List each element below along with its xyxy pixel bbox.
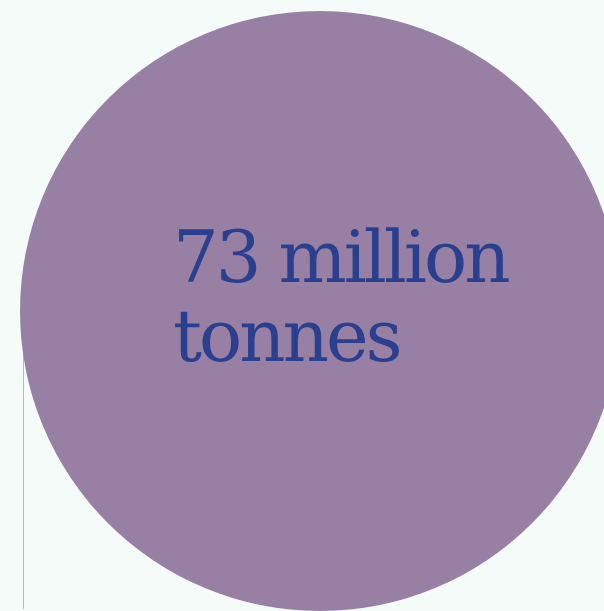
stat-value: 73 million tonnes bbox=[173, 215, 511, 378]
vertical-divider bbox=[23, 340, 24, 609]
stat-line-amount: 73 million bbox=[173, 215, 511, 299]
stat-circle bbox=[20, 11, 604, 611]
stat-line-unit: tonnes bbox=[173, 294, 403, 378]
